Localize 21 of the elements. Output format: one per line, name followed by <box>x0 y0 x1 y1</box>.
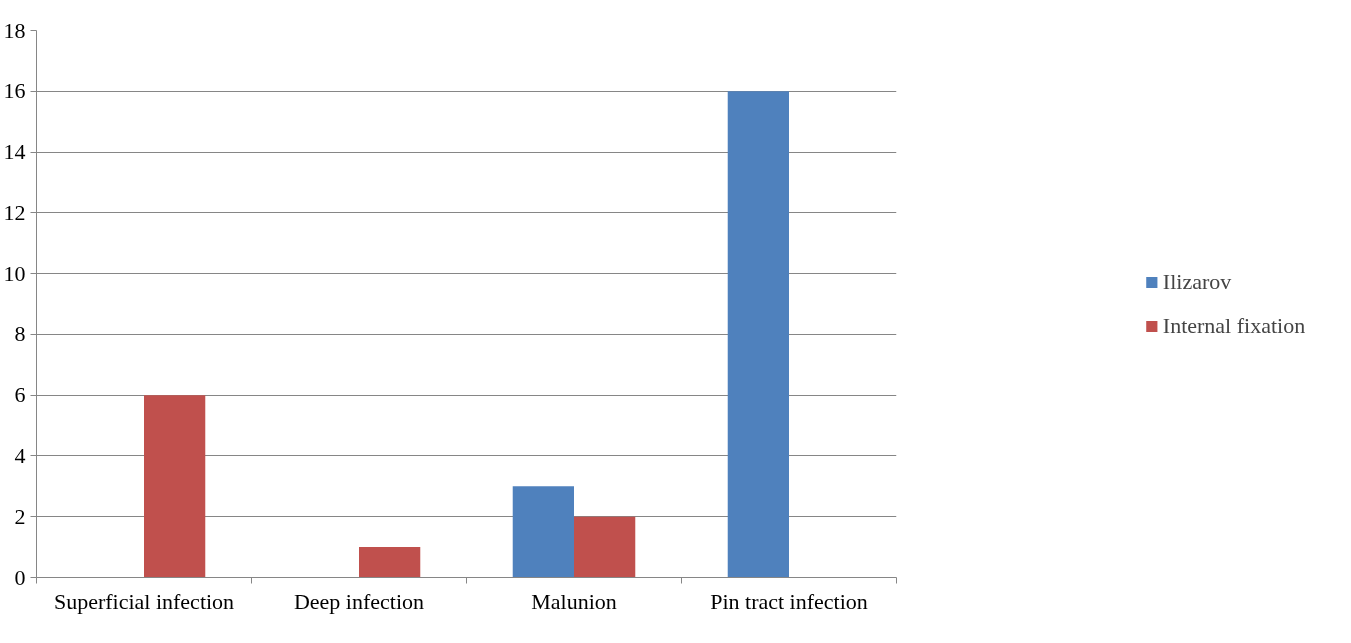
y-tick-label: 16 <box>3 78 26 104</box>
bar <box>512 486 574 578</box>
x-tick-label: Pin tract infection <box>710 588 868 614</box>
y-tick-label: 0 <box>14 564 26 590</box>
y-tick-label: 12 <box>3 199 26 225</box>
bar <box>574 516 636 578</box>
x-tick-label: Deep infection <box>293 588 425 614</box>
x-tick-label: Malunion <box>531 588 617 614</box>
y-tick-label: 4 <box>14 442 26 468</box>
y-tick-label: 2 <box>14 503 26 529</box>
bar <box>727 91 789 578</box>
y-tick-label: 10 <box>3 260 26 286</box>
legend-label: Ilizarov <box>1162 268 1232 295</box>
legend-label: Internal fixation <box>1162 312 1306 339</box>
bar <box>144 395 206 578</box>
y-tick-label: 14 <box>3 139 26 165</box>
x-tick-label: Superficial infection <box>53 588 235 614</box>
y-tick-label: 8 <box>14 321 26 347</box>
bar <box>359 547 421 578</box>
y-tick-label: 18 <box>3 17 26 43</box>
y-tick-label: 6 <box>14 382 26 408</box>
